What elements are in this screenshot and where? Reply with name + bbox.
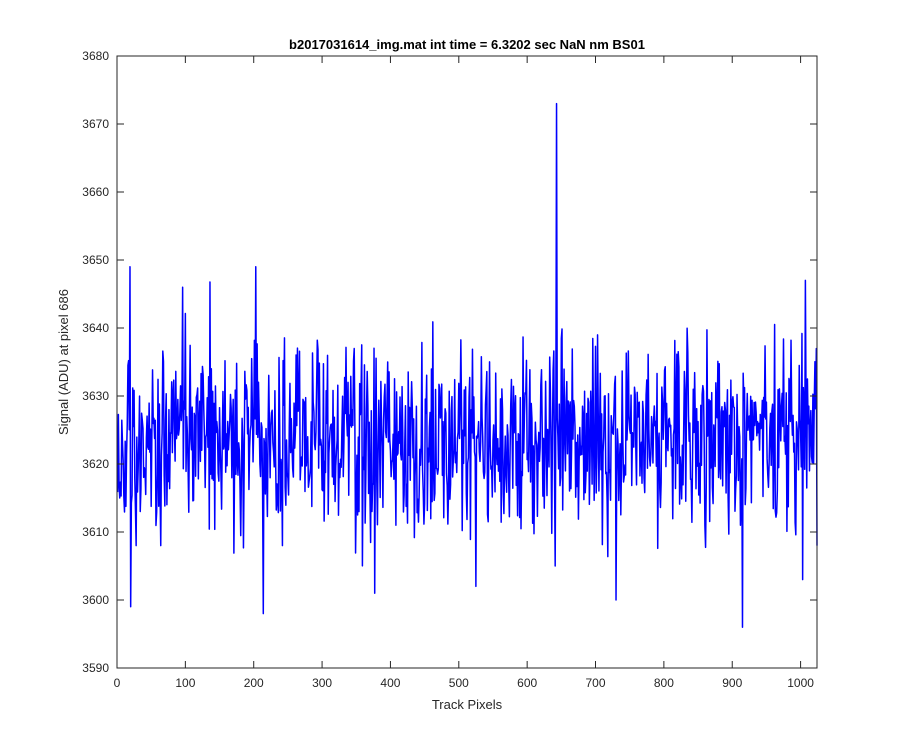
x-tick-label: 1000 xyxy=(787,676,814,690)
y-tick-label: 3670 xyxy=(82,117,109,131)
y-tick-label: 3640 xyxy=(82,321,109,335)
x-tick-label: 600 xyxy=(517,676,537,690)
y-axis-label: Signal (ADU) at pixel 686 xyxy=(56,289,71,435)
y-tick-label: 3680 xyxy=(82,49,109,63)
y-tick-label: 3660 xyxy=(82,185,109,199)
x-tick-label: 700 xyxy=(586,676,606,690)
x-tick-label: 800 xyxy=(654,676,674,690)
y-tick-label: 3610 xyxy=(82,525,109,539)
y-tick-label: 3620 xyxy=(82,457,109,471)
chart-title: b2017031614_img.mat int time = 6.3202 se… xyxy=(289,37,645,52)
x-tick-label: 500 xyxy=(449,676,469,690)
x-tick-label: 300 xyxy=(312,676,332,690)
y-tick-label: 3650 xyxy=(82,253,109,267)
x-tick-label: 100 xyxy=(175,676,195,690)
x-tick-label: 900 xyxy=(722,676,742,690)
y-axis: 3590 3600 3610 3620 3630 3640 3650 3660 3670 3680 xyxy=(82,49,817,675)
y-tick-label: 3600 xyxy=(82,593,109,607)
axes-box xyxy=(116,55,818,669)
x-tick-label: 400 xyxy=(380,676,400,690)
y-tick-label: 3630 xyxy=(82,389,109,403)
x-tick-label: 200 xyxy=(244,676,264,690)
series-layer xyxy=(116,102,818,628)
x-axis: 0 100 200 300 400 500 600 700 800 900 1000 xyxy=(114,56,814,690)
axes-background xyxy=(117,56,817,668)
x-axis-label: Track Pixels xyxy=(432,697,503,712)
x-tick-label: 0 xyxy=(114,676,121,690)
series-line xyxy=(116,102,818,628)
y-tick-label: 3590 xyxy=(82,661,109,675)
